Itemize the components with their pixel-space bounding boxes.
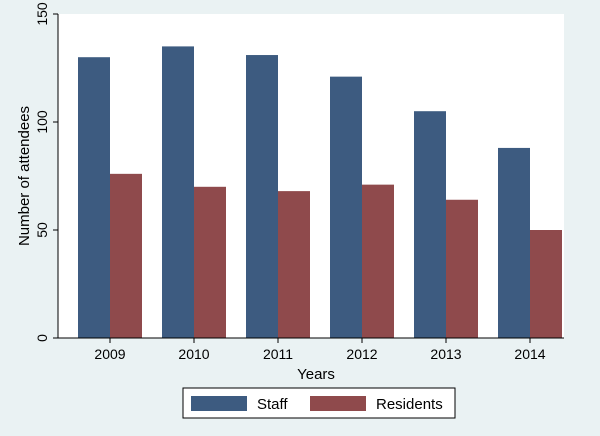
bar-staff-2012	[330, 76, 362, 338]
y-axis-title: Number of attendees	[16, 106, 33, 246]
legend-label-staff: Staff	[257, 396, 288, 413]
y-tick-label: 0	[34, 334, 50, 342]
y-tick-label: 150	[34, 2, 50, 26]
y-tick-label: 100	[34, 110, 50, 134]
legend-swatch-residents	[310, 396, 366, 411]
bar-staff-2010	[162, 46, 194, 339]
x-tick-label: 2012	[346, 346, 377, 362]
bar-staff-2014	[498, 147, 530, 338]
x-tick-label: 2010	[178, 346, 209, 362]
legend-swatch-staff	[191, 396, 247, 411]
bar-residents-2011	[278, 191, 310, 338]
bar-residents-2009	[110, 173, 142, 338]
bar-staff-2013	[414, 111, 446, 338]
x-axis-title: Years	[297, 366, 335, 383]
x-tick-label: 2014	[514, 346, 545, 362]
y-ticks-group: 0 50 100 150	[34, 2, 58, 342]
bar-residents-2012	[362, 184, 394, 338]
bar-staff-2009	[78, 57, 110, 338]
bar-residents-2014	[530, 230, 562, 338]
plot-area	[58, 14, 564, 338]
legend: Staff Residents	[182, 387, 456, 419]
y-tick-label: 50	[34, 222, 50, 238]
bar-residents-2010	[194, 186, 226, 338]
x-tick-label: 2013	[430, 346, 461, 362]
legend-label-residents: Residents	[376, 396, 443, 413]
bar-residents-2013	[446, 199, 478, 338]
x-ticks-group: 2009 2010 2011 2012 2013 2014	[94, 338, 546, 362]
bars-group	[78, 46, 562, 339]
x-tick-label: 2011	[263, 346, 293, 362]
x-tick-label: 2009	[94, 346, 125, 362]
bar-staff-2011	[246, 55, 278, 338]
